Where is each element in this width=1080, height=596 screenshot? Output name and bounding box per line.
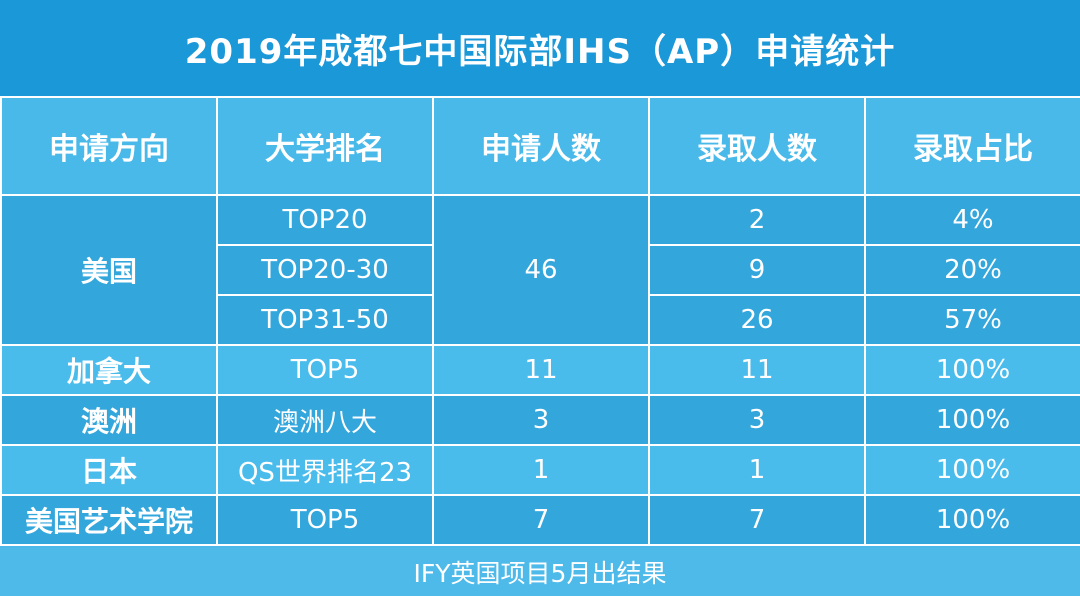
rank-cell: TOP5	[216, 494, 434, 546]
country-cell: 加拿大	[0, 344, 218, 396]
applicants-cell: 3	[432, 394, 650, 446]
header-admitted: 录取人数	[648, 96, 866, 196]
ratio-cell: 100%	[864, 444, 1080, 496]
table-row: 美国艺术学院 TOP5 7 7 100%	[0, 494, 1080, 546]
admitted-cell: 7	[648, 494, 866, 546]
admitted-cell: 3	[648, 394, 866, 446]
rank-cell: TOP5	[216, 344, 434, 396]
admitted-cell: 26	[648, 294, 866, 346]
ratio-cell: 4%	[864, 194, 1080, 246]
ratio-cell: 100%	[864, 344, 1080, 396]
admitted-cell: 2	[648, 194, 866, 246]
country-cell: 澳洲	[0, 394, 218, 446]
applicants-cell: 7	[432, 494, 650, 546]
ratio-cell: 57%	[864, 294, 1080, 346]
country-cell: 日本	[0, 444, 218, 496]
table-row: 日本 QS世界排名23 1 1 100%	[0, 444, 1080, 496]
applicants-cell: 1	[432, 444, 650, 496]
rank-cell: QS世界排名23	[216, 444, 434, 496]
table-row: 澳洲 澳洲八大 3 3 100%	[0, 394, 1080, 446]
ratio-cell: 100%	[864, 494, 1080, 546]
country-cell: 美国	[0, 194, 218, 346]
country-cell: 美国艺术学院	[0, 494, 218, 546]
table-row: 加拿大 TOP5 11 11 100%	[0, 344, 1080, 396]
admitted-cell: 11	[648, 344, 866, 396]
rank-cell: TOP20-30	[216, 244, 434, 296]
admission-stats-table: 申请方向 大学排名 申请人数 录取人数 录取占比 美国 TOP20 46 2 4…	[0, 96, 1080, 546]
rank-cell: TOP31-50	[216, 294, 434, 346]
admitted-cell: 9	[648, 244, 866, 296]
header-applicants: 申请人数	[432, 96, 650, 196]
ratio-cell: 20%	[864, 244, 1080, 296]
header-ratio: 录取占比	[864, 96, 1080, 196]
applicants-cell: 46	[432, 194, 650, 346]
header-row: 申请方向 大学排名 申请人数 录取人数 录取占比	[0, 96, 1080, 196]
rank-cell: 澳洲八大	[216, 394, 434, 446]
footer-note: IFY英国项目5月出结果	[0, 548, 1080, 596]
header-rank: 大学排名	[216, 96, 434, 196]
admitted-cell: 1	[648, 444, 866, 496]
header-direction: 申请方向	[0, 96, 218, 196]
rank-cell: TOP20	[216, 194, 434, 246]
page-title: 2019年成都七中国际部IHS（AP）申请统计	[184, 31, 896, 72]
ratio-cell: 100%	[864, 394, 1080, 446]
applicants-cell: 11	[432, 344, 650, 396]
table-row: 美国 TOP20 46 2 4%	[0, 194, 1080, 346]
title-bar: 2019年成都七中国际部IHS（AP）申请统计	[0, 0, 1080, 96]
